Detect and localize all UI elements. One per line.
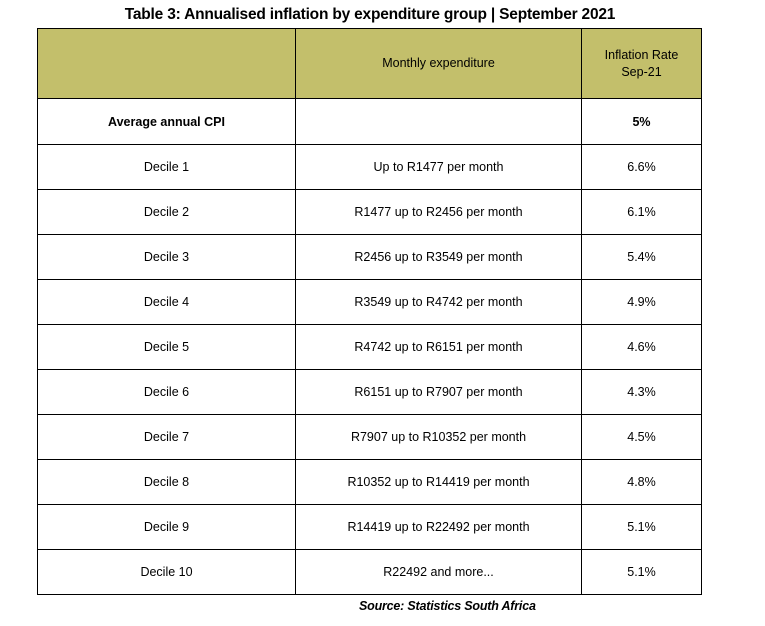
table-header-row: Monthly expenditure Inflation Rate Sep-2…	[37, 28, 702, 99]
expenditure-cell: R3549 up to R4742 per month	[295, 279, 582, 325]
table-row: Decile 3 R2456 up to R3549 per month 5.4…	[37, 234, 702, 280]
header-cell-group	[37, 28, 296, 99]
rate-cell: 5.1%	[581, 549, 702, 595]
expenditure-cell: R14419 up to R22492 per month	[295, 504, 582, 550]
decile-cell: Decile 6	[37, 369, 296, 415]
decile-cell: Decile 2	[37, 189, 296, 235]
average-cpi-expenditure	[295, 98, 582, 145]
header-inflation-rate-label: Inflation Rate	[604, 47, 679, 62]
table-row: Decile 1 Up to R1477 per month 6.6%	[37, 144, 702, 190]
decile-cell: Decile 1	[37, 144, 296, 190]
inflation-table: Monthly expenditure Inflation Rate Sep-2…	[37, 28, 702, 595]
header-cell-monthly-expenditure: Monthly expenditure	[295, 28, 582, 99]
table-row: Decile 5 R4742 up to R6151 per month 4.6…	[37, 324, 702, 370]
average-cpi-row: Average annual CPI 5%	[37, 98, 702, 145]
table-row: Decile 6 R6151 up to R7907 per month 4.3…	[37, 369, 702, 415]
rate-cell: 5.1%	[581, 504, 702, 550]
table-row: Decile 9 R14419 up to R22492 per month 5…	[37, 504, 702, 550]
table-row: Decile 2 R1477 up to R2456 per month 6.1…	[37, 189, 702, 235]
rate-cell: 5.4%	[581, 234, 702, 280]
table-row: Decile 7 R7907 up to R10352 per month 4.…	[37, 414, 702, 460]
rate-cell: 4.3%	[581, 369, 702, 415]
expenditure-cell: R6151 up to R7907 per month	[295, 369, 582, 415]
expenditure-cell: Up to R1477 per month	[295, 144, 582, 190]
expenditure-cell: R22492 and more...	[295, 549, 582, 595]
decile-cell: Decile 10	[37, 549, 296, 595]
table-row: Decile 8 R10352 up to R14419 per month 4…	[37, 459, 702, 505]
rate-cell: 6.6%	[581, 144, 702, 190]
decile-cell: Decile 9	[37, 504, 296, 550]
expenditure-cell: R7907 up to R10352 per month	[295, 414, 582, 460]
decile-cell: Decile 5	[37, 324, 296, 370]
average-cpi-label: Average annual CPI	[37, 98, 296, 145]
source-note: Source: Statistics South Africa	[359, 599, 536, 613]
expenditure-cell: R4742 up to R6151 per month	[295, 324, 582, 370]
decile-cell: Decile 4	[37, 279, 296, 325]
table-row: Decile 10 R22492 and more... 5.1%	[37, 549, 702, 595]
expenditure-cell: R10352 up to R14419 per month	[295, 459, 582, 505]
rate-cell: 4.8%	[581, 459, 702, 505]
decile-cell: Decile 3	[37, 234, 296, 280]
expenditure-cell: R1477 up to R2456 per month	[295, 189, 582, 235]
header-cell-inflation-rate: Inflation Rate Sep-21	[581, 28, 702, 99]
rate-cell: 6.1%	[581, 189, 702, 235]
rate-cell: 4.9%	[581, 279, 702, 325]
rate-cell: 4.6%	[581, 324, 702, 370]
decile-cell: Decile 7	[37, 414, 296, 460]
table-title: Table 3: Annualised inflation by expendi…	[124, 6, 616, 23]
header-period-label: Sep-21	[621, 64, 662, 79]
average-cpi-rate: 5%	[581, 98, 702, 145]
expenditure-cell: R2456 up to R3549 per month	[295, 234, 582, 280]
rate-cell: 4.5%	[581, 414, 702, 460]
table-row: Decile 4 R3549 up to R4742 per month 4.9…	[37, 279, 702, 325]
decile-cell: Decile 8	[37, 459, 296, 505]
